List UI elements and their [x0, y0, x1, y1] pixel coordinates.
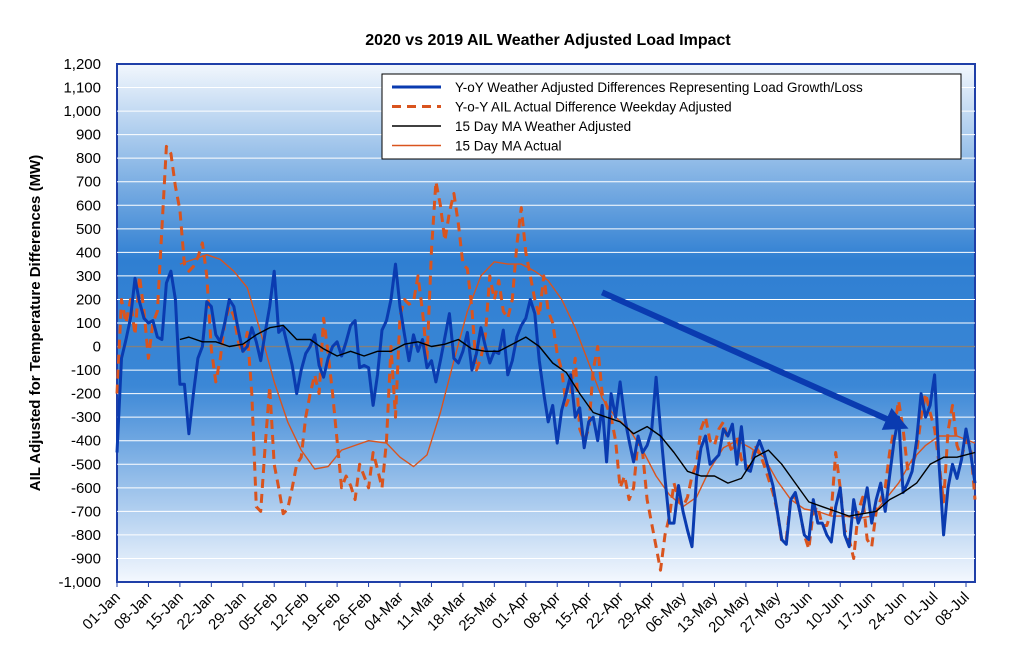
y-tick-label: 800: [76, 150, 101, 167]
annotations: [600, 289, 909, 430]
legend-label-2: Y-o-Y AIL Actual Difference Weekday Adju…: [455, 100, 732, 115]
legend-label-3: 15 Day MA Weather Adjusted: [455, 119, 631, 134]
y-tick-label: -300: [71, 409, 101, 426]
legend-label-1: Y-oY Weather Adjusted Differences Repres…: [455, 80, 863, 95]
y-tick-label: -600: [71, 480, 101, 497]
y-tick-label: 500: [76, 221, 101, 238]
y-tick-label: 1,100: [63, 80, 101, 97]
y-tick-label: -400: [71, 433, 101, 450]
y-tick-label: -500: [71, 456, 101, 473]
y-tick-label: -900: [71, 550, 101, 567]
legend: Y-oY Weather Adjusted Differences Repres…: [381, 73, 962, 160]
y-tick-label: 100: [76, 315, 101, 332]
series-line-2: [115, 144, 977, 572]
x-axis-ticks: 01-Jan08-Jan15-Jan22-Jan29-Jan05-Feb12-F…: [79, 582, 973, 636]
y-tick-label: 1,200: [63, 56, 101, 73]
y-tick-label: 600: [76, 197, 101, 214]
series-line-3: [179, 324, 976, 517]
legend-box: [381, 73, 962, 160]
y-tick-label: 300: [76, 268, 101, 285]
trend-arrow: [600, 289, 909, 430]
y-tick-label: 1,000: [63, 103, 101, 120]
x-tick-label: 01-Jul: [900, 589, 941, 630]
x-tick-label: 08-Jul: [932, 589, 973, 630]
y-tick-label: -700: [71, 503, 101, 520]
y-tick-label: -100: [71, 362, 101, 379]
y-tick-label: 700: [76, 174, 101, 191]
y-tick-label: 0: [93, 339, 101, 356]
y-axis-label: AIL Adjusted for Temperature Differences…: [27, 155, 44, 491]
y-tick-label: -1,000: [58, 574, 101, 591]
chart-title: 2020 vs 2019 AIL Weather Adjusted Load I…: [365, 32, 731, 49]
y-tick-label: 900: [76, 127, 101, 144]
series-group: [115, 144, 977, 572]
legend-label-4: 15 Day MA Actual: [455, 139, 562, 154]
legend-items: Y-oY Weather Adjusted Differences Repres…: [392, 80, 863, 154]
y-tick-label: -800: [71, 527, 101, 544]
y-tick-label: 200: [76, 291, 101, 308]
y-tick-label: 400: [76, 244, 101, 261]
series-line-1: [115, 262, 977, 549]
y-tick-label: -200: [71, 386, 101, 403]
y-axis-ticks: 1,200 1,100 1,000 900 800 700 600 500 400 300 200 1…: [58, 56, 101, 591]
